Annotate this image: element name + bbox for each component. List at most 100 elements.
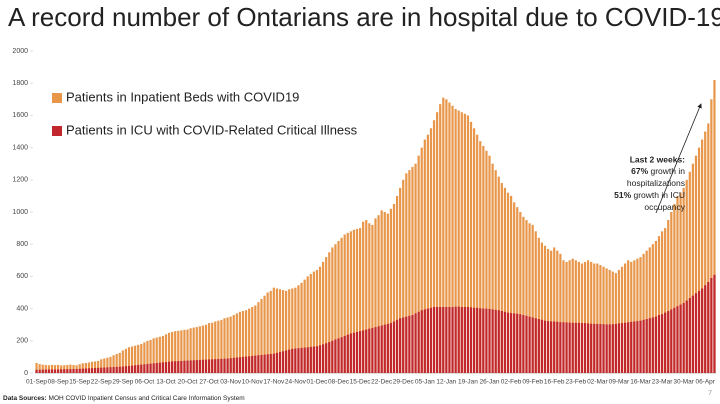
bar-inpatient <box>97 360 100 373</box>
bar-inpatient <box>334 244 337 373</box>
bar-inpatient <box>651 244 654 373</box>
bar-inpatient <box>38 364 41 373</box>
bar-icu <box>472 307 476 373</box>
bar-icu <box>294 348 297 373</box>
bar-inpatient <box>69 364 72 373</box>
bar-icu <box>214 359 217 373</box>
annotation-heading: Last 2 weeks: <box>630 154 685 164</box>
x-tick-label: 27-Oct <box>199 379 219 386</box>
bar-inpatient <box>63 365 66 373</box>
x-tick-label: 30-Mar <box>673 379 694 386</box>
bar-icu <box>577 322 580 373</box>
bar-inpatient <box>466 115 470 374</box>
bar-inpatient <box>232 315 235 373</box>
bar-inpatient <box>269 290 272 373</box>
bar-inpatient <box>201 325 205 373</box>
bar-icu <box>525 315 528 373</box>
bar-inpatient <box>664 228 667 373</box>
bar-inpatient <box>44 364 47 373</box>
bar-inpatient <box>713 79 716 373</box>
bar-icu <box>399 318 402 373</box>
y-tick-label: 0 <box>24 370 28 377</box>
bar-inpatient <box>35 363 38 373</box>
bar-inpatient <box>53 365 57 373</box>
bar-icu <box>627 322 630 373</box>
bar-inpatient <box>288 289 291 373</box>
bar-icu <box>648 318 651 373</box>
bar-icu <box>81 368 84 373</box>
bar-inpatient <box>704 131 707 373</box>
bar-icu <box>44 369 47 373</box>
bar-icu <box>143 364 146 373</box>
bar-icu <box>546 321 550 373</box>
bar-icu <box>503 311 507 373</box>
bar-icu <box>411 315 414 373</box>
bar-inpatient <box>358 228 362 373</box>
bar-inpatient <box>386 213 389 373</box>
bar-icu <box>469 307 473 373</box>
bar-icu <box>343 335 346 373</box>
bar-icu <box>260 354 263 373</box>
bar-inpatient <box>445 99 448 374</box>
bar-inpatient <box>328 252 331 373</box>
bar-inpatient <box>660 231 664 373</box>
bar-inpatient <box>137 344 140 373</box>
bar-inpatient <box>81 363 84 373</box>
bar-inpatient <box>442 97 445 373</box>
bar-icu <box>41 369 44 373</box>
bar-icu <box>688 298 691 373</box>
bar-icu <box>106 367 109 373</box>
bar-inpatient <box>580 263 584 373</box>
bar-inpatient <box>220 319 223 373</box>
bar-inpatient <box>171 331 174 373</box>
bar-inpatient <box>420 147 423 373</box>
bar-icu <box>97 367 100 373</box>
bar-icu <box>155 363 158 373</box>
bar-icu <box>309 346 312 373</box>
bar-icu <box>682 302 685 373</box>
bar-inpatient <box>214 321 217 373</box>
bar-inpatient <box>57 364 60 373</box>
bar-inpatient <box>167 332 171 373</box>
legend-swatch <box>52 126 62 136</box>
bar-icu <box>87 368 91 373</box>
x-tick-label: 13-Oct <box>156 379 176 386</box>
bar-icu <box>497 310 500 373</box>
x-tick-label: 19-Jan <box>458 379 478 386</box>
bar-icu <box>506 312 510 373</box>
bar-icu <box>189 360 192 373</box>
bar-icu <box>161 362 164 373</box>
bar-icu <box>651 317 654 373</box>
x-tick-label: 23-Feb <box>565 379 586 386</box>
bar-icu <box>667 311 670 373</box>
bar-inpatient <box>340 237 343 373</box>
bar-inpatient <box>392 203 396 373</box>
bar-icu <box>550 321 553 373</box>
bar-inpatient <box>571 258 574 373</box>
bar-icu <box>251 355 254 373</box>
bar-inpatient <box>352 229 356 373</box>
page-number: 7 <box>708 390 712 397</box>
source: Data Sources: MOH COVID Inpatient Census… <box>3 395 245 402</box>
bar-inpatient <box>312 271 315 373</box>
bar-icu <box>137 364 140 373</box>
bar-inpatient <box>115 354 118 373</box>
bar-icu <box>134 365 137 373</box>
bar-inpatient <box>488 155 491 373</box>
bar-icu <box>124 366 128 373</box>
bar-inpatient <box>134 345 137 373</box>
bar-icu <box>454 306 457 373</box>
bar-inpatient <box>411 166 414 373</box>
bar-inpatient <box>143 342 146 373</box>
legend-swatch <box>52 93 62 103</box>
bar-icu <box>599 324 602 373</box>
bar-inpatient <box>463 113 466 373</box>
bar-icu <box>620 323 624 373</box>
bar-inpatient <box>349 231 352 373</box>
bar-icu <box>374 327 377 373</box>
bar-icu <box>109 367 112 373</box>
y-tick-label: 1200 <box>12 177 28 184</box>
bar-icu <box>254 355 257 373</box>
bar-icu <box>429 307 433 373</box>
bar-icu <box>516 313 519 373</box>
